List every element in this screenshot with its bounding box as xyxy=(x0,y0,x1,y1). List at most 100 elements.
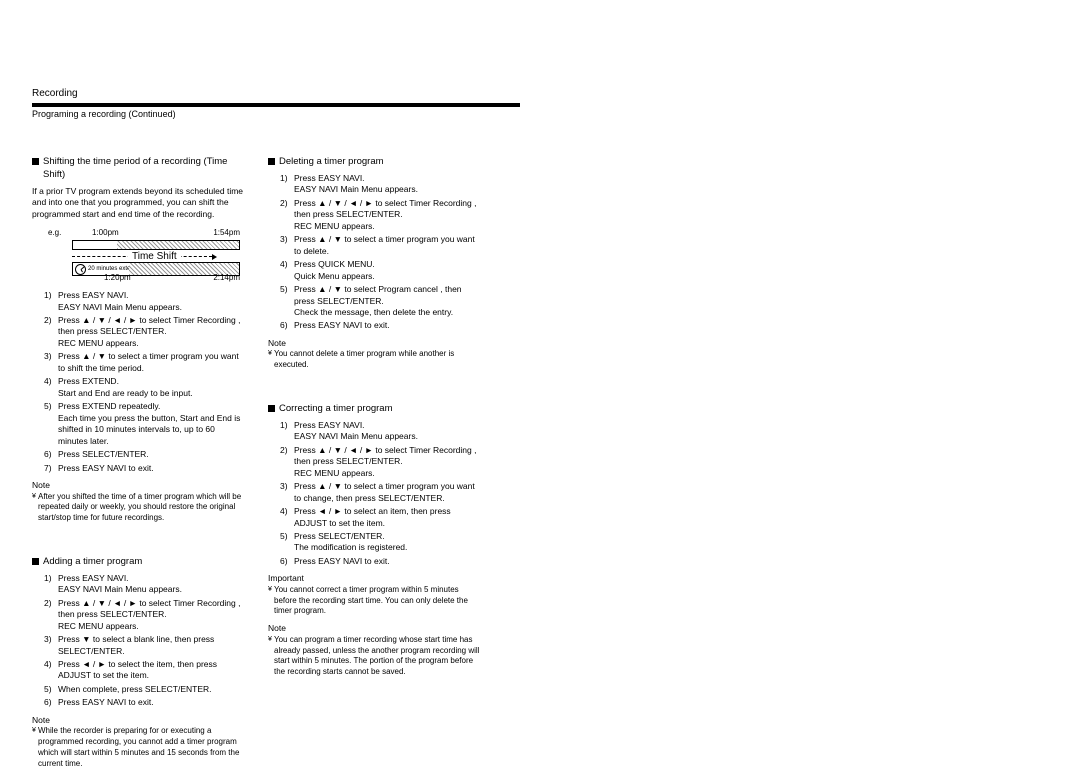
step-subtext: EASY NAVI Main Menu appears. xyxy=(58,302,244,313)
step-item: 5)When complete, press SELECT/ENTER. xyxy=(44,684,244,695)
step-item: 2)Press ▲ / ▼ / ◄ / ► to select Timer Re… xyxy=(280,198,480,232)
step-number: 3) xyxy=(44,351,52,362)
step-number: 5) xyxy=(280,284,288,295)
shift-intro: If a prior TV program extends beyond its… xyxy=(32,186,244,220)
step-number: 5) xyxy=(280,531,288,542)
square-bullet-icon xyxy=(268,158,275,165)
step-number: 6) xyxy=(44,449,52,460)
block-title: Shifting the time period of a recording … xyxy=(43,156,244,182)
page-header: Recording Programing a recording (Contin… xyxy=(32,88,520,139)
step-text: Press EASY NAVI. xyxy=(294,173,480,184)
note-header: Note xyxy=(268,338,480,349)
step-text: Press EASY NAVI to exit. xyxy=(294,320,480,331)
step-subtext: REC MENU appears. xyxy=(294,221,480,232)
step-item: 4) Press EXTEND.Start and End are ready t… xyxy=(44,376,244,399)
square-bullet-icon xyxy=(268,405,275,412)
note-body: You cannot delete a timer program while … xyxy=(268,349,480,371)
square-bullet-icon xyxy=(32,158,39,165)
step-subtext: EASY NAVI Main Menu appears. xyxy=(58,584,244,595)
step-number: 3) xyxy=(280,481,288,492)
step-item: 7) Press EASY NAVI to exit. xyxy=(44,463,244,474)
step-item: 4)Press QUICK MENU.Quick Menu appears. xyxy=(280,259,480,282)
step-number: 4) xyxy=(280,259,288,270)
step-item: 5) Press SELECT/ENTER.The modification is… xyxy=(280,531,480,554)
note-body: While the recorder is preparing for or e… xyxy=(32,726,244,769)
content-columns: Shifting the time period of a recording … xyxy=(32,148,1048,776)
note-header: Note xyxy=(32,715,244,726)
step-text: Press ▲ / ▼ to select Program cancel , t… xyxy=(294,284,480,307)
step-item: 3)Press ▼ to select a blank line, then p… xyxy=(44,634,244,657)
step-subtext: Quick Menu appears. xyxy=(294,271,480,282)
subtitle: Programing a recording (Continued) xyxy=(32,109,520,119)
step-number: 4) xyxy=(44,376,52,387)
note-header: Note xyxy=(32,480,244,491)
step-text: Press EASY NAVI to exit. xyxy=(58,463,244,474)
step-item: 3)Press ▲ / ▼ to select a timer program … xyxy=(44,351,244,374)
step-number: 5) xyxy=(44,401,52,412)
step-subtext: The modification is registered. xyxy=(294,542,480,553)
block-shift-header: Shifting the time period of a recording … xyxy=(32,156,244,182)
step-item: 3) Press ▲ / ▼ to select a timer program … xyxy=(280,481,480,504)
step-item: 2)Press ▲ / ▼ / ◄ / ► to select Timer Re… xyxy=(280,445,480,479)
step-text: Press EASY NAVI to exit. xyxy=(294,556,480,567)
step-number: 1) xyxy=(280,420,288,431)
step-subtext: REC MENU appears. xyxy=(58,621,244,632)
step-item: 2)Press ▲ / ▼ / ◄ / ► to select Timer Re… xyxy=(44,598,244,632)
note-body: After you shifted the time of a timer pr… xyxy=(32,492,244,524)
block-title: Adding a timer program xyxy=(43,556,142,569)
step-text: Press ◄ / ► to select an item, then pres… xyxy=(294,506,480,529)
step-text: When complete, press SELECT/ENTER. xyxy=(58,684,244,695)
time-2b: 2:14pm xyxy=(213,273,240,284)
step-number: 7) xyxy=(44,463,52,474)
step-item: 6)Press SELECT/ENTER. xyxy=(44,449,244,460)
step-subtext: Each time you press the button, Start an… xyxy=(58,413,244,447)
step-item: 1)Press EASY NAVI.EASY NAVI Main Menu ap… xyxy=(44,290,244,313)
eg-label: e.g. xyxy=(48,228,61,239)
step-item: 2) Press ▲ / ▼ / ◄ / ► to select Timer Re… xyxy=(44,315,244,349)
step-text: Press SELECT/ENTER. xyxy=(294,531,480,542)
note-header: Note xyxy=(268,623,480,634)
step-item: 6) Press EASY NAVI to exit. xyxy=(44,697,244,708)
time-1a: 1:00pm xyxy=(92,228,119,239)
step-item: 5) Press ▲ / ▼ to select Program cancel ,… xyxy=(280,284,480,318)
step-number: 1) xyxy=(44,573,52,584)
right-column: Deleting a timer program 1) Press EASY NA… xyxy=(268,148,480,776)
step-text: Press EXTEND repeatedly. xyxy=(58,401,244,412)
note-body: You can program a timer recording whose … xyxy=(268,635,480,678)
step-subtext: REC MENU appears. xyxy=(294,468,480,479)
step-text: Press ▲ / ▼ / ◄ / ► to select Timer Reco… xyxy=(58,315,244,338)
step-text: Press ◄ / ► to select the item, then pre… xyxy=(58,659,244,682)
rule-thick xyxy=(32,103,520,107)
step-text: Press ▲ / ▼ to select a timer program yo… xyxy=(294,234,480,257)
step-item: 3)Press ▲ / ▼ to select a timer program … xyxy=(280,234,480,257)
step-text: Press EXTEND. xyxy=(58,376,244,387)
step-subtext: Start and End are ready to be input. xyxy=(58,388,244,399)
step-number: 2) xyxy=(280,198,288,209)
step-subtext: Check the message, then delete the entry… xyxy=(294,307,480,318)
step-item: 5) Press EXTEND repeatedly.Each time you … xyxy=(44,401,244,447)
step-text: Press ▼ to select a blank line, then pre… xyxy=(58,634,244,657)
time-1b: 1:54pm xyxy=(213,228,240,239)
step-text: Press ▲ / ▼ to select a timer program yo… xyxy=(294,481,480,504)
important-header: Important xyxy=(268,573,480,584)
step-number: 4) xyxy=(44,659,52,670)
step-number: 2) xyxy=(44,598,52,609)
block-title: Correcting a timer program xyxy=(279,403,393,416)
step-number: 1) xyxy=(44,290,52,301)
step-number: 6) xyxy=(44,697,52,708)
section-label: Recording xyxy=(32,88,520,99)
step-number: 1) xyxy=(280,173,288,184)
step-subtext: REC MENU appears. xyxy=(58,338,244,349)
shift-steps: 1)Press EASY NAVI.EASY NAVI Main Menu ap… xyxy=(44,290,244,474)
time-2a: 1:20pm xyxy=(104,273,131,284)
step-text: Press EASY NAVI to exit. xyxy=(58,697,244,708)
step-text: Press EASY NAVI. xyxy=(58,573,244,584)
step-text: Press EASY NAVI. xyxy=(294,420,480,431)
step-number: 4) xyxy=(280,506,288,517)
step-number: 2) xyxy=(44,315,52,326)
time-shift-diagram: e.g. 1:00pm 1:54pm Time Shift 20 minutes… xyxy=(48,228,244,284)
step-item: 1) Press EASY NAVI.EASY NAVI Main Menu ap… xyxy=(44,573,244,596)
block-title: Deleting a timer program xyxy=(279,156,384,169)
square-bullet-icon xyxy=(32,558,39,565)
delete-steps: 1)Press EASY NAVI.EASY NAVI Main Menu ap… xyxy=(280,173,480,332)
